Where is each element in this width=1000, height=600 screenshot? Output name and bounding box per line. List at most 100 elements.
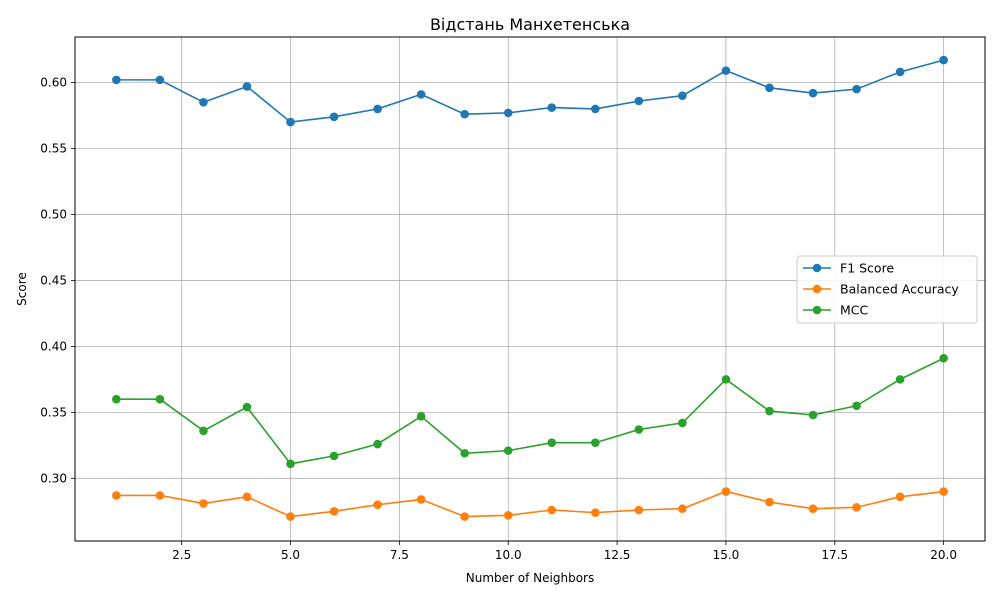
balanced-accuracy-point	[416, 495, 426, 504]
mcc-point	[547, 438, 557, 448]
legend-swatch-marker	[812, 263, 822, 273]
x-tick-label: 7.5	[390, 548, 409, 562]
balanced-accuracy-point	[939, 487, 948, 496]
f1-score-point	[329, 112, 339, 122]
balanced-accuracy-point	[155, 491, 165, 500]
f1-score-point	[634, 96, 644, 106]
legend-item-f1-score: F1 Score	[803, 261, 894, 276]
y-tick-label: 0.60	[40, 76, 67, 90]
legend-swatch-marker	[812, 284, 822, 294]
x-axis-label: Number of Neighbors	[466, 571, 594, 585]
mcc-point	[155, 394, 165, 404]
series-f1-score	[112, 55, 948, 127]
balanced-accuracy-point	[678, 504, 687, 513]
balanced-accuracy-point	[286, 512, 295, 521]
f1-score-point	[721, 66, 731, 75]
f1-score-point	[939, 55, 948, 65]
mcc-point	[852, 401, 861, 411]
x-tick-label: 17.5	[821, 548, 848, 562]
chart-title: Відстань Манхетенська	[430, 15, 630, 34]
series-mcc	[112, 353, 948, 469]
mcc-point	[416, 412, 426, 421]
balanced-accuracy-point	[373, 500, 382, 510]
y-tick-label: 0.40	[40, 339, 67, 353]
legend-item-mcc: MCC	[803, 303, 869, 318]
legend-swatch-marker	[812, 305, 822, 315]
mcc-point	[503, 446, 513, 455]
mcc-point	[765, 406, 774, 416]
balanced-accuracy-point	[808, 504, 818, 513]
x-tick-label: 2.5	[172, 548, 191, 562]
plot-frame	[74, 36, 986, 542]
f1-score-point	[373, 104, 382, 114]
f1-score-point	[112, 75, 121, 85]
mcc-point	[895, 375, 905, 384]
f1-score-point	[678, 91, 687, 101]
mcc-point	[286, 459, 295, 469]
mcc-line	[116, 357, 944, 465]
legend-label: MCC	[840, 303, 869, 318]
x-tick-label: 5.0	[281, 548, 300, 562]
balanced-accuracy-point	[721, 487, 731, 496]
axis-ticks: 2.5 5.0 7.5 10.0 12.5 15.0 17.5 20.0 0.30 0.35 0.4…	[40, 76, 957, 562]
mcc-point	[460, 448, 469, 458]
balanced-accuracy-point	[591, 508, 600, 517]
legend-item-balanced-accuracy: Balanced Accuracy	[803, 282, 959, 297]
balanced-accuracy-point	[242, 492, 252, 502]
f1-score-point	[460, 109, 469, 119]
x-tick-label: 20.0	[930, 548, 957, 562]
f1-score-point	[286, 117, 295, 127]
balanced-accuracy-point	[460, 512, 469, 521]
y-tick-label: 0.35	[40, 405, 67, 419]
y-tick-label: 0.30	[40, 471, 67, 485]
x-tick-label: 12.5	[604, 548, 631, 562]
f1-score-point	[155, 75, 165, 85]
balanced-accuracy-point	[329, 507, 339, 516]
balanced-accuracy-point	[199, 499, 208, 508]
mcc-point	[634, 425, 644, 434]
balanced-accuracy-point	[634, 505, 644, 515]
mcc-point	[678, 418, 687, 428]
f1-score-point	[808, 88, 818, 98]
mcc-point	[808, 410, 818, 420]
mcc-point	[591, 438, 600, 448]
legend-box	[796, 255, 978, 324]
balanced-accuracy-point	[895, 492, 905, 502]
legend-label: Balanced Accuracy	[840, 282, 959, 297]
x-tick-label: 10.0	[495, 548, 522, 562]
series-balanced-accuracy	[112, 487, 948, 521]
mcc-point	[329, 451, 339, 461]
mcc-point	[373, 439, 382, 449]
y-tick-label: 0.55	[40, 141, 67, 155]
legend: F1 Score Balanced Accuracy MCC	[796, 255, 978, 324]
balanced-accuracy-point	[547, 505, 557, 515]
f1-score-line	[116, 59, 944, 123]
f1-score-point	[242, 82, 252, 91]
x-tick-label: 15.0	[713, 548, 740, 562]
y-axis-label: Score	[15, 272, 29, 306]
grid-lines	[75, 37, 985, 541]
legend-label: F1 Score	[840, 261, 894, 276]
f1-score-point	[416, 90, 426, 99]
balanced-accuracy-point	[112, 491, 121, 500]
mcc-point	[721, 375, 731, 384]
series-group	[112, 55, 948, 521]
f1-score-point	[547, 103, 557, 112]
mcc-point	[199, 426, 208, 436]
f1-score-point	[852, 84, 861, 94]
mcc-point	[112, 394, 121, 404]
mcc-point	[939, 353, 948, 363]
f1-score-point	[199, 98, 208, 107]
f1-score-point	[503, 108, 513, 118]
balanced-accuracy-point	[765, 497, 774, 507]
balanced-accuracy-point	[503, 510, 513, 520]
mcc-point	[242, 402, 252, 412]
f1-score-point	[591, 104, 600, 114]
f1-score-point	[895, 67, 905, 77]
balanced-accuracy-line	[116, 490, 944, 518]
y-tick-label: 0.50	[40, 207, 67, 221]
balanced-accuracy-point	[852, 503, 861, 512]
f1-score-point	[765, 83, 774, 93]
y-tick-label: 0.45	[40, 273, 67, 287]
